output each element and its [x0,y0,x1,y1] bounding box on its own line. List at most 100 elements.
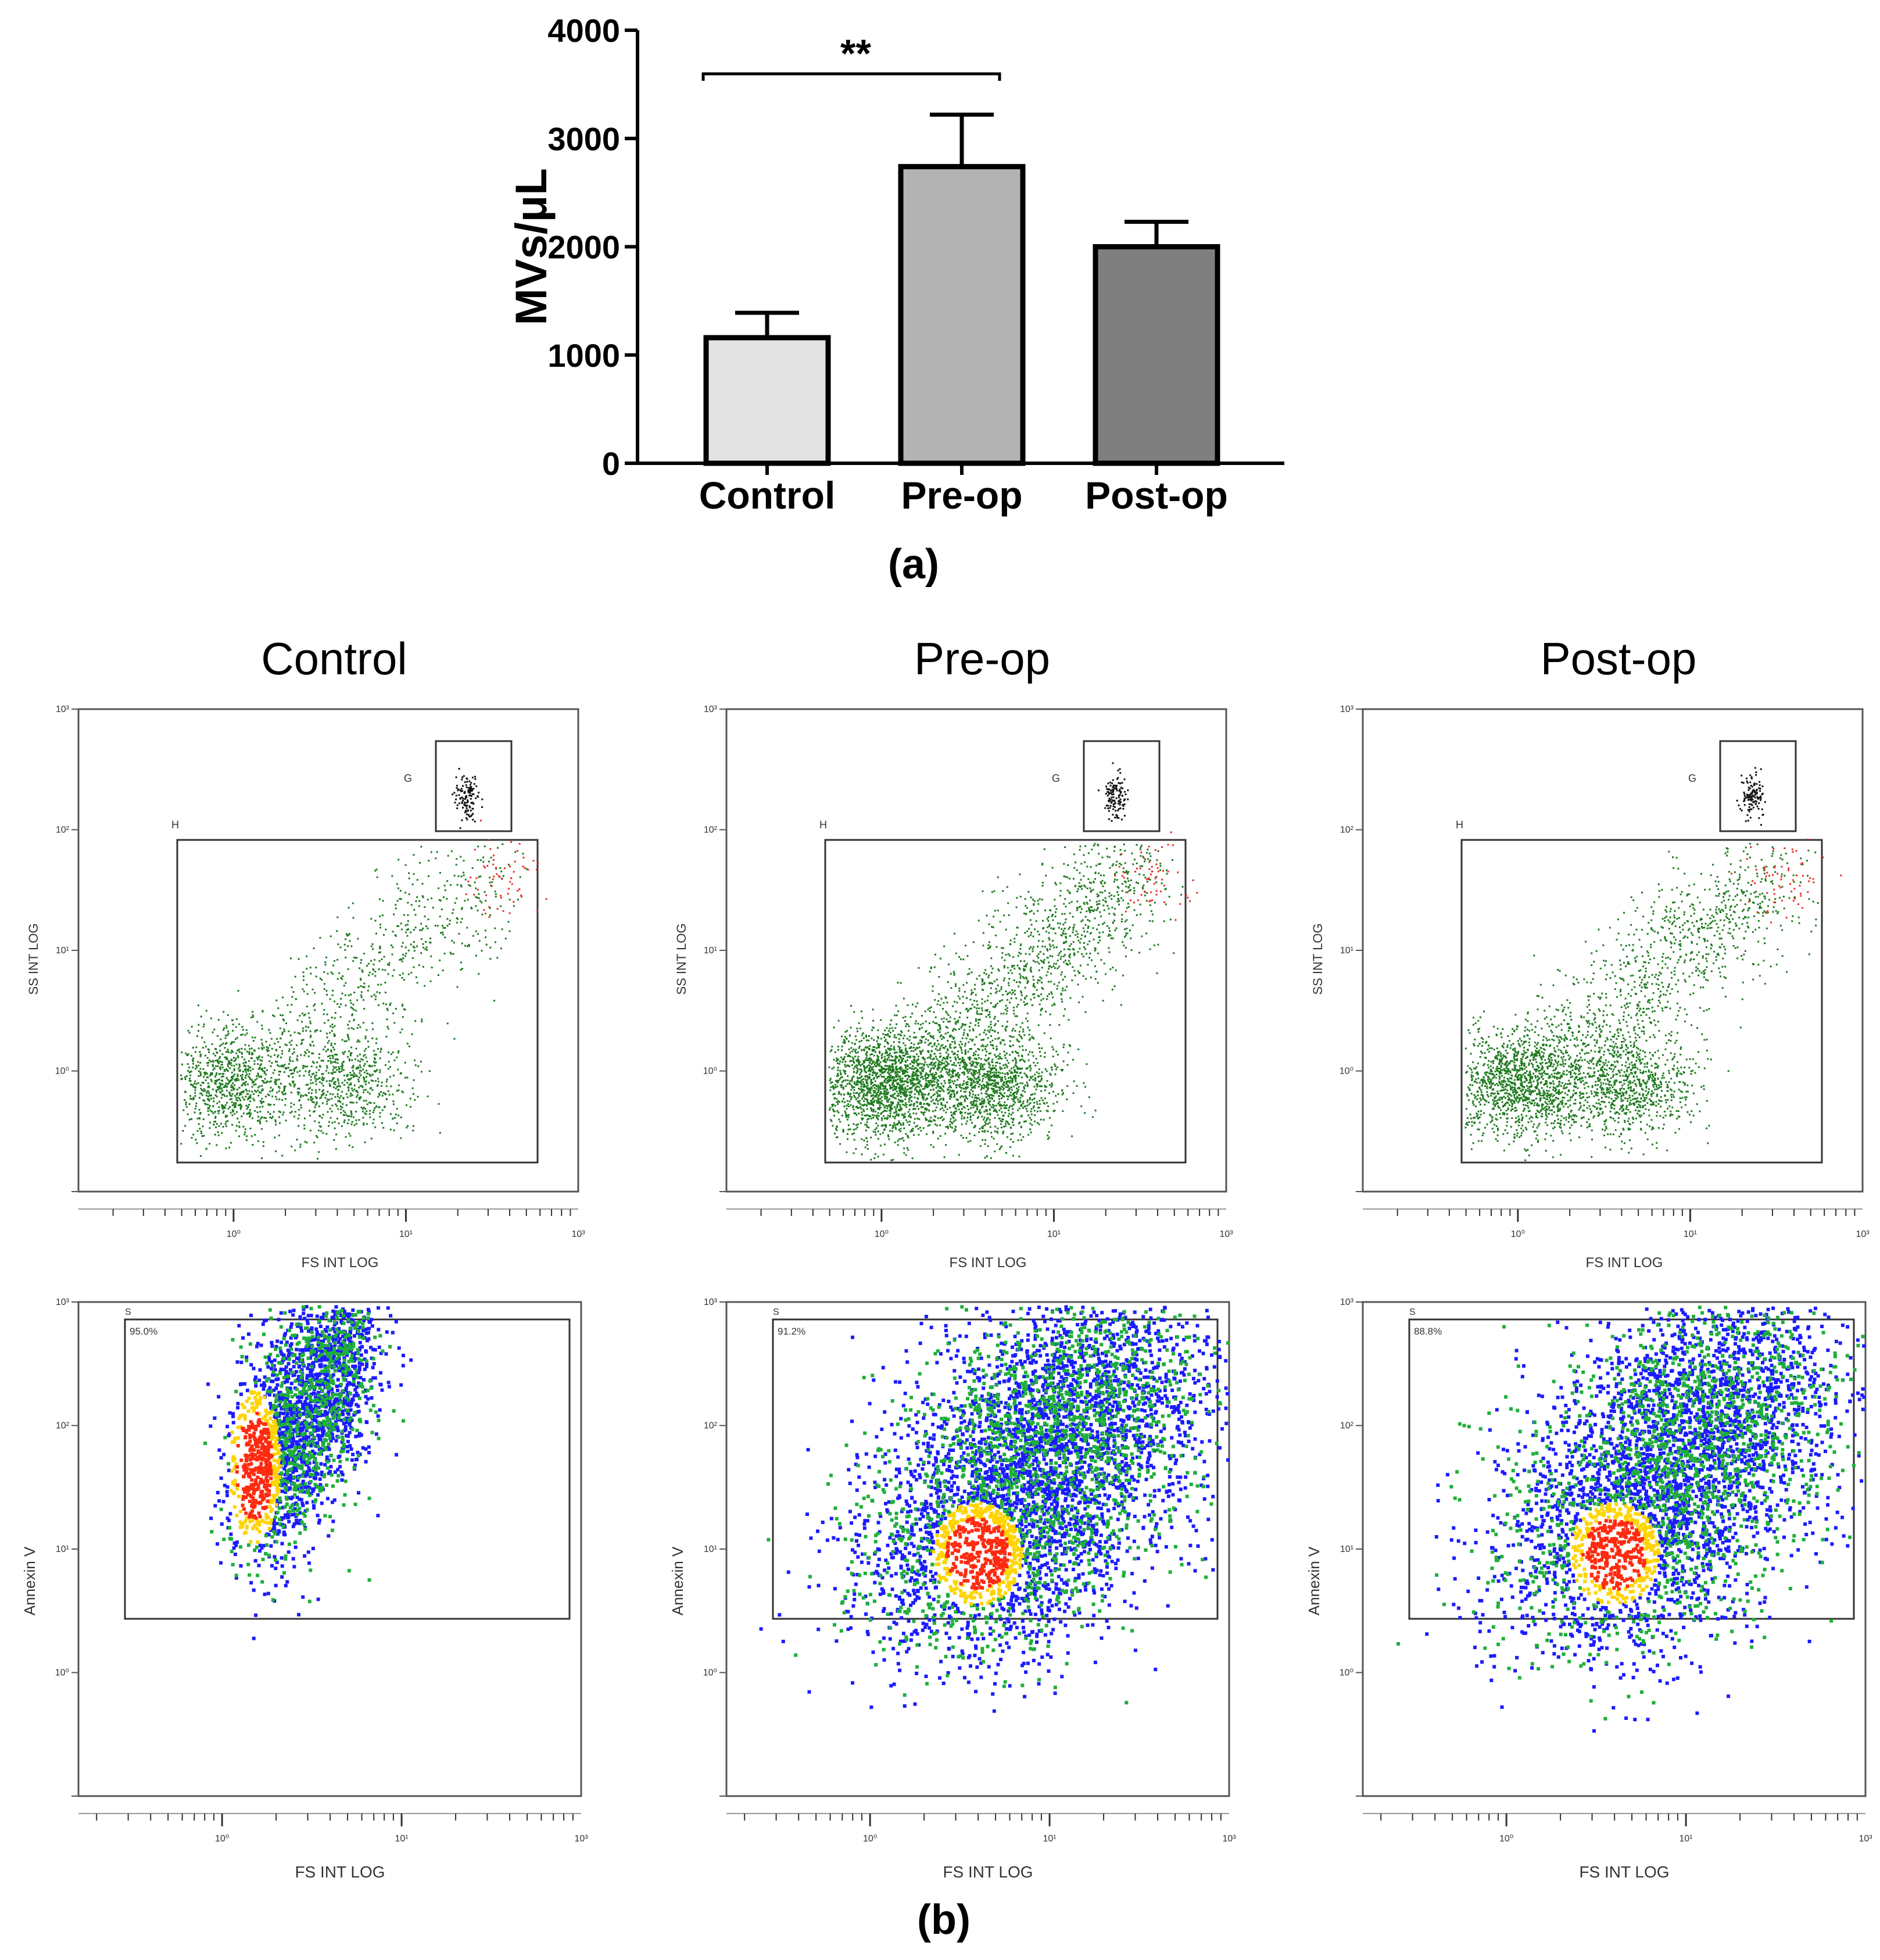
flow-column-pre-op: Pre-op 10⁰ 10¹ 10² 10³ 10⁰ 10¹ 10³ SS INT LOG FS … [669,633,1236,1881]
y-axis-label: Annexin V [669,1546,686,1615]
flow-column-control: Control 10⁰ 10¹ 10² 10³ 10⁰ 10¹ 10³ SS INT LOG FS… [21,633,588,1881]
y-tick-label: 10¹ [56,946,69,956]
gate-g [435,740,513,832]
x-axis-label: FS INT LOG [1586,1255,1663,1271]
gate-h [824,839,1187,1164]
y-tick-label: 10⁰ [55,1668,69,1678]
density-events-level-3 [235,1411,274,1520]
x-tick-label: 10⁰ [1499,1834,1513,1844]
gate-g-label: G [1688,772,1696,784]
flow-cytometry-panel-b: Control 10⁰ 10¹ 10² 10³ 10⁰ 10¹ 10³ SS INT LOG FS… [21,633,1872,1881]
bar-chart-panel-a: 0 1000 2000 3000 4000 MVs/μL Control Pre-op Post… [507,12,1284,517]
y-tick-label: 10³ [1340,704,1354,714]
x-tick-label: 10⁰ [1511,1229,1525,1239]
y-tick-label: 10² [56,1421,70,1431]
x-tick-label: 10³ [1219,1229,1233,1239]
bar-post-op [1093,244,1220,466]
x-axis-label: FS INT LOG [302,1255,379,1271]
x-tick-label: Post-op [1085,474,1228,517]
x-tick-label: 10⁰ [863,1834,877,1844]
events-gate-g [452,768,484,829]
events-outside-gate [1114,831,1198,921]
panel-title: Control [261,633,407,684]
bar-control [703,335,831,466]
panel-title: Pre-op [914,633,1050,684]
gate-h [176,839,539,1164]
x-tick-label: 10¹ [1047,1229,1061,1239]
y-tick-label: 10³ [1340,1297,1354,1307]
y-tick-label: 10⁰ [1340,1668,1353,1678]
y-tick-label: 0 [602,445,620,482]
density-events-level-0 [206,1305,413,1640]
x-tick-label: 10³ [574,1834,588,1844]
gate-s-label: S [773,1307,779,1317]
density-events-level-0 [1425,1306,1866,1733]
y-tick-label: 10³ [56,704,70,714]
panel-label-a: (a) [888,541,939,588]
gate-g-label: G [404,772,412,784]
x-tick-label: Pre-op [901,474,1022,517]
y-axis-label: SS INT LOG [26,923,41,995]
y-tick-label: 10³ [704,1297,718,1307]
x-tick-label: 10⁰ [227,1229,241,1239]
y-tick-label: 10² [1340,825,1354,835]
y-tick-label: 3000 [547,120,620,157]
y-tick-label: 10² [704,825,718,835]
events-outside-gate [1730,838,1842,924]
y-tick-label: 2000 [547,229,620,266]
y-tick-label: 10⁰ [703,1067,717,1076]
gate-h-label: H [819,819,827,831]
y-tick-label: 10⁰ [1340,1067,1353,1076]
y-tick-label: 10² [1340,1421,1354,1431]
x-axis-label: FS INT LOG [943,1863,1033,1881]
density-events-level-2 [932,1501,1025,1606]
gate-g [1719,740,1797,832]
x-tick-label: 10⁰ [215,1834,229,1844]
density-events-level-1 [767,1305,1230,1705]
gate-s [772,1318,1219,1620]
density-events-level-1 [203,1305,405,1604]
gate-h-label: H [171,819,179,831]
x-tick-label: 10⁰ [875,1229,889,1239]
x-tick-label: 10¹ [1680,1834,1693,1844]
gate-s-label: S [1409,1307,1416,1317]
gate-s-percent: 95.0% [130,1326,157,1337]
x-tick-label: 10³ [571,1229,585,1239]
significance-marker: ** [840,31,871,76]
gate-s-percent: 88.8% [1414,1326,1442,1337]
bar-pre-op [898,164,1026,466]
y-tick-label: 10³ [56,1297,70,1307]
events-gate-g [1736,767,1766,826]
y-tick-label: 10³ [704,704,718,714]
gate-g [1083,740,1161,832]
density-events-level-0 [759,1305,1230,1713]
events-gate-h [180,843,528,1160]
density-events-level-3 [1581,1519,1646,1591]
events-gate-g [1097,762,1129,822]
y-tick-label: 10¹ [56,1544,69,1554]
gate-s-label: S [125,1307,131,1317]
flow-column-post-op: Post-op 10⁰ 10¹ 10² 10³ 10⁰ 10¹ 10³ SS INT LOG FS… [1305,633,1872,1881]
density-events-level-2 [1571,1503,1661,1604]
y-tick-label: 10¹ [1340,946,1353,956]
y-axis-label: Annexin V [1305,1546,1323,1615]
x-tick-label: 10¹ [1684,1229,1697,1239]
panel-label-b: (b) [917,1897,971,1943]
x-axis-label: FS INT LOG [1579,1863,1669,1881]
x-tick-label: 10³ [1858,1834,1872,1844]
y-tick-label: 10¹ [704,1544,717,1554]
panel-title: Post-op [1541,633,1697,684]
y-axis-label: SS INT LOG [674,923,689,995]
y-axis-label: Annexin V [21,1546,38,1615]
y-tick-label: 10² [704,1421,718,1431]
events-gate-h [1464,843,1819,1161]
y-tick-label: 10¹ [1340,1544,1353,1554]
y-tick-label: 10¹ [704,946,717,956]
y-tick-label: 10⁰ [703,1668,717,1678]
y-axis-label: MVs/μL [507,168,556,325]
plot-frame-ss [725,708,1227,1193]
density-events-level-3 [945,1517,1011,1590]
gate-s [1408,1318,1855,1620]
x-tick-label: 10¹ [399,1229,413,1239]
